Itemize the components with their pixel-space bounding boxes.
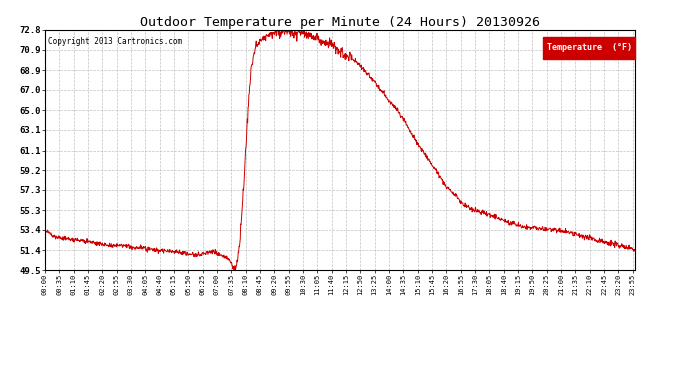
Text: Copyright 2013 Cartronics.com: Copyright 2013 Cartronics.com [48, 37, 182, 46]
Title: Outdoor Temperature per Minute (24 Hours) 20130926: Outdoor Temperature per Minute (24 Hours… [140, 16, 540, 29]
Text: Temperature  (°F): Temperature (°F) [546, 44, 631, 52]
FancyBboxPatch shape [543, 37, 635, 59]
